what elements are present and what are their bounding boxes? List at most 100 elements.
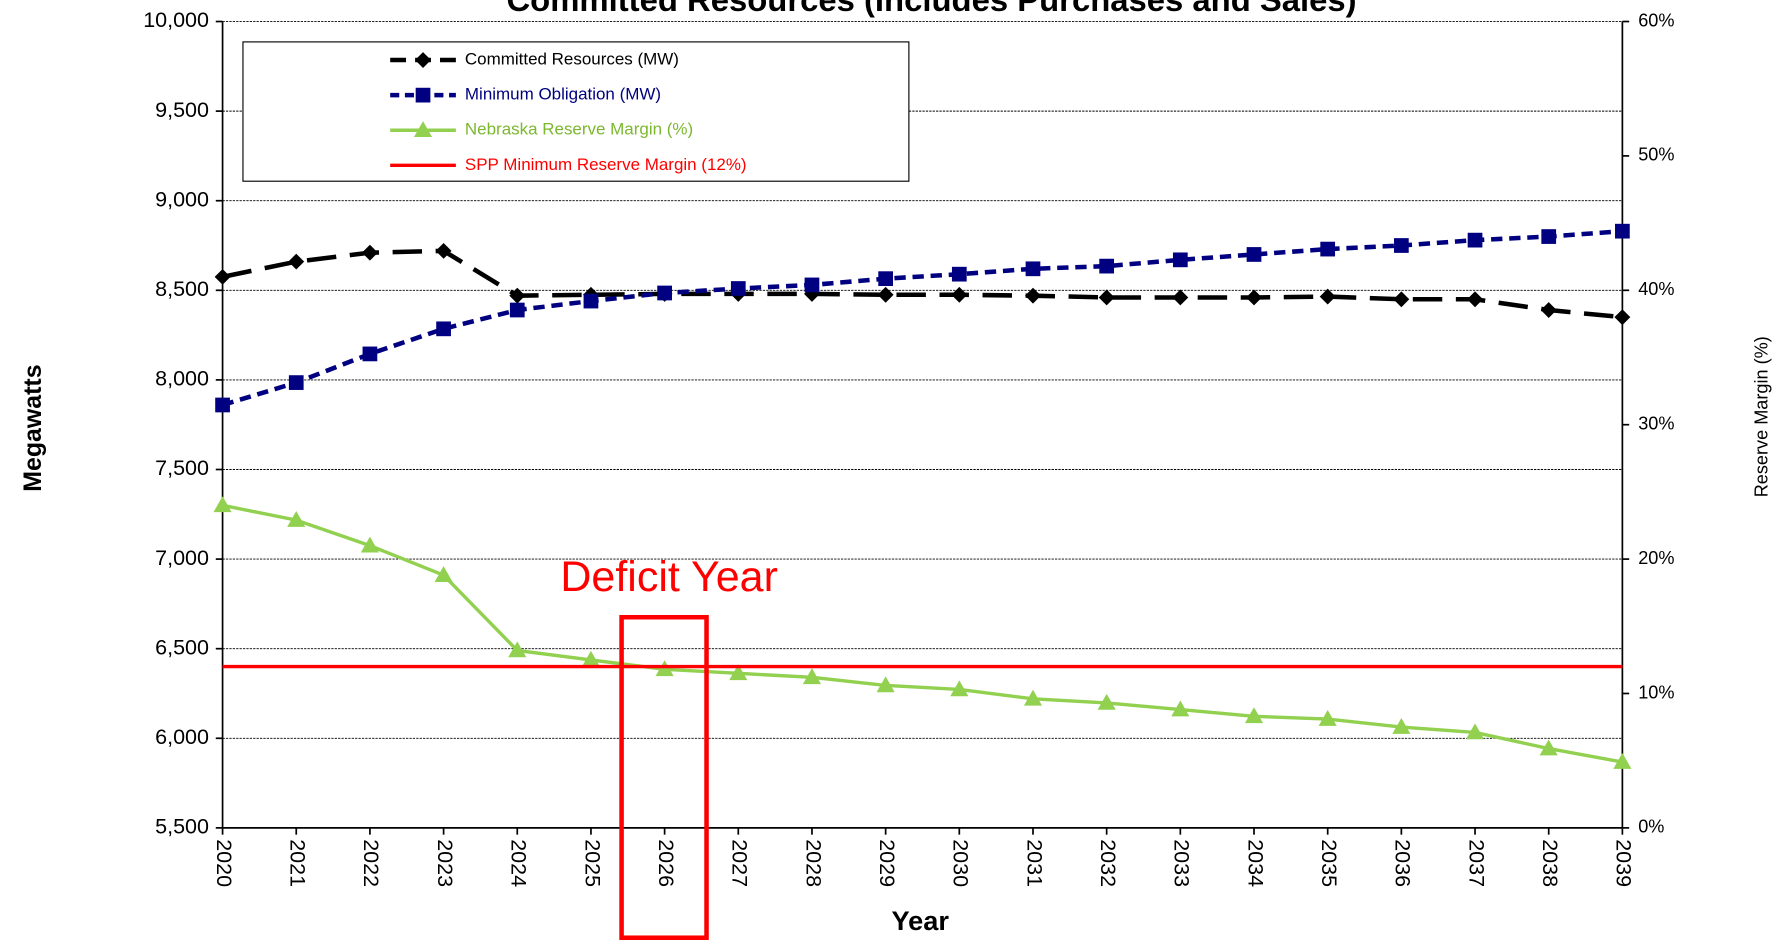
x-axis-label: Year bbox=[891, 905, 949, 936]
data-point bbox=[435, 242, 452, 259]
y-tick-label: 8,500 bbox=[155, 277, 209, 301]
data-point bbox=[362, 346, 378, 362]
data-point bbox=[1467, 232, 1483, 248]
data-point bbox=[1540, 302, 1557, 318]
data-point bbox=[1172, 289, 1189, 306]
x-tick-label: 2032 bbox=[1096, 839, 1120, 887]
data-point bbox=[1465, 723, 1485, 740]
x-tick-label: 2026 bbox=[654, 839, 678, 887]
x-tick-label: 2038 bbox=[1538, 839, 1562, 887]
data-point bbox=[361, 244, 378, 261]
data-point bbox=[1393, 291, 1410, 308]
y2-tick-label: 30% bbox=[1638, 413, 1674, 433]
data-point bbox=[1025, 261, 1041, 277]
x-tick-label: 2036 bbox=[1391, 839, 1415, 887]
data-point bbox=[508, 641, 527, 658]
series-line bbox=[222, 503, 1623, 764]
data-point bbox=[877, 286, 894, 303]
data-point bbox=[1246, 289, 1262, 306]
data-point bbox=[1098, 289, 1115, 306]
y-tick-label: 9,000 bbox=[155, 187, 209, 211]
data-point bbox=[1172, 252, 1188, 268]
x-tick-label: 2023 bbox=[433, 839, 457, 887]
data-point bbox=[215, 397, 230, 413]
y-tick-label: 8,000 bbox=[155, 367, 209, 391]
chart-title: Committed Resources (Includes Purchases … bbox=[506, 0, 1356, 18]
data-point bbox=[951, 286, 968, 303]
data-point bbox=[1171, 700, 1190, 717]
x-tick-label: 2022 bbox=[359, 839, 383, 887]
data-point bbox=[1320, 241, 1336, 257]
data-point bbox=[288, 253, 305, 270]
data-point bbox=[360, 536, 379, 553]
y-tick-label: 7,500 bbox=[155, 456, 209, 480]
series-line bbox=[221, 228, 1623, 408]
data-point bbox=[1246, 247, 1262, 262]
x-tick-label: 2025 bbox=[580, 839, 604, 887]
data-point bbox=[581, 650, 601, 667]
data-point bbox=[730, 281, 746, 296]
y-axis-label: Megawatts bbox=[19, 364, 47, 491]
x-tick-label: 2034 bbox=[1243, 839, 1267, 887]
x-tick-label: 2028 bbox=[801, 839, 825, 887]
data-point bbox=[1615, 223, 1630, 239]
y2-axis-label: Reserve Margin (%) bbox=[1752, 336, 1772, 497]
data-point bbox=[288, 375, 304, 390]
annotation-box bbox=[619, 614, 709, 940]
y2-tick-label: 40% bbox=[1638, 279, 1674, 299]
data-point bbox=[951, 266, 967, 282]
legend-marker bbox=[415, 87, 431, 103]
data-point bbox=[1318, 709, 1337, 726]
data-point bbox=[1244, 707, 1264, 724]
data-point bbox=[213, 496, 232, 513]
data-point bbox=[729, 664, 748, 681]
data-point bbox=[1614, 309, 1631, 326]
legend-box bbox=[242, 41, 910, 182]
data-point bbox=[876, 676, 895, 693]
series-line bbox=[222, 248, 1623, 320]
legend-label: Committed Resources (MW) bbox=[465, 50, 679, 69]
data-point bbox=[1392, 718, 1411, 734]
x-tick-label: 2030 bbox=[949, 839, 973, 887]
data-point bbox=[434, 566, 453, 583]
legend-marker bbox=[415, 52, 431, 68]
y2-tick-label: 0% bbox=[1638, 817, 1664, 837]
annotation-text: Deficit Year bbox=[560, 553, 778, 601]
data-point bbox=[214, 268, 231, 285]
data-point bbox=[287, 511, 306, 527]
x-tick-label: 2029 bbox=[875, 839, 899, 887]
x-tick-label: 2027 bbox=[728, 839, 752, 887]
data-point bbox=[1319, 288, 1336, 305]
data-point bbox=[1393, 238, 1409, 253]
y2-tick-label: 10% bbox=[1638, 682, 1674, 702]
data-point bbox=[950, 680, 969, 697]
data-point bbox=[804, 277, 820, 293]
data-point bbox=[878, 271, 894, 287]
x-tick-label: 2033 bbox=[1170, 839, 1194, 887]
data-point bbox=[583, 293, 599, 309]
y-tick-label: 6,000 bbox=[155, 725, 209, 749]
y2-tick-label: 50% bbox=[1638, 145, 1674, 165]
y-tick-label: 9,500 bbox=[155, 98, 209, 122]
y-tick-label: 10,000 bbox=[143, 8, 209, 32]
data-point bbox=[1467, 291, 1483, 308]
data-point bbox=[1539, 739, 1558, 756]
x-tick-label: 2020 bbox=[212, 839, 236, 887]
y-tick-label: 6,500 bbox=[155, 635, 209, 659]
data-point bbox=[509, 302, 525, 318]
data-point bbox=[1097, 693, 1116, 710]
data-point bbox=[1613, 752, 1632, 769]
x-tick-label: 2024 bbox=[507, 839, 531, 887]
x-tick-label: 2035 bbox=[1317, 839, 1341, 887]
y-tick-label: 5,500 bbox=[155, 815, 209, 839]
y2-tick-label: 20% bbox=[1638, 548, 1674, 568]
data-point bbox=[1541, 229, 1557, 244]
x-tick-label: 2031 bbox=[1022, 839, 1046, 887]
data-point bbox=[436, 321, 451, 337]
x-tick-label: 2021 bbox=[286, 839, 310, 887]
data-point bbox=[1099, 258, 1115, 274]
data-point bbox=[1023, 689, 1043, 706]
legend-label: SPP Minimum Reserve Margin (12%) bbox=[465, 155, 747, 174]
legend-marker bbox=[413, 121, 433, 138]
